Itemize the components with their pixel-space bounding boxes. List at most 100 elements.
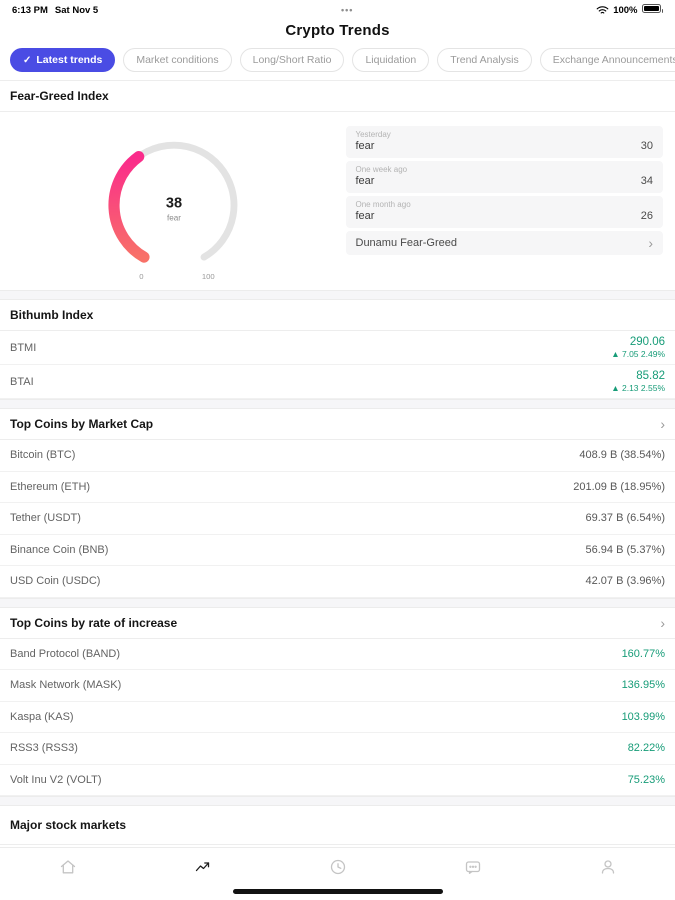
filter-chips: ✓ Latest trends Market conditions Long/S…	[0, 44, 675, 80]
coin-row-bnb[interactable]: Binance Coin (BNB) 56.94 B (5.37%)	[0, 535, 675, 566]
chip-label: Long/Short Ratio	[252, 54, 332, 66]
coin-name: Ethereum (ETH)	[10, 480, 91, 493]
chip-market-conditions[interactable]: Market conditions	[123, 48, 232, 72]
coin-row-eth[interactable]: Ethereum (ETH) 201.09 B (18.95%)	[0, 472, 675, 503]
tab-history[interactable]	[270, 848, 405, 900]
wifi-icon	[596, 6, 609, 14]
fear-greed-header: Fear-Greed Index	[0, 81, 675, 112]
coin-change: 75.23%	[627, 773, 665, 786]
fear-greed-history: Yesterday fear 30 One week ago fear 34 O…	[338, 122, 666, 276]
market-cap-section: Top Coins by Market Cap › Bitcoin (BTC) …	[0, 409, 675, 598]
index-value: 85.82	[636, 370, 665, 382]
gauge-value: 38	[166, 196, 182, 212]
bottom-tab-bar	[0, 847, 675, 900]
market-cap-header[interactable]: Top Coins by Market Cap ›	[0, 409, 675, 440]
battery-icon	[641, 4, 663, 16]
stock-markets-header: Major stock markets	[0, 806, 675, 845]
user-icon	[601, 860, 614, 874]
coin-name: Tether (USDT)	[10, 512, 81, 525]
coin-row-mask[interactable]: Mask Network (MASK) 136.95%	[0, 670, 675, 702]
chevron-right-icon: ›	[660, 614, 665, 631]
coin-change: 82.22%	[627, 742, 665, 755]
history-value: 30	[640, 140, 653, 152]
coin-change: 136.95%	[621, 679, 665, 692]
section-divider	[0, 290, 675, 300]
fear-greed-content: 38 fear 0 100 Yesterday fear 30 One week…	[0, 112, 675, 290]
chip-trend-analysis[interactable]: Trend Analysis	[437, 48, 532, 72]
home-icon	[60, 860, 75, 874]
coin-row-kas[interactable]: Kaspa (KAS) 103.99%	[0, 702, 675, 733]
chip-label: Market conditions	[136, 54, 219, 66]
status-date: Sat Nov 5	[54, 4, 99, 16]
chip-long-short-ratio[interactable]: Long/Short Ratio	[239, 48, 345, 72]
chip-exchange-announcements[interactable]: Exchange Announcements	[539, 48, 675, 72]
history-card-yesterday: Yesterday fear 30	[345, 126, 663, 158]
status-bar: 6:13 PM Sat Nov 5 ••• 100%	[0, 0, 675, 20]
chip-liquidation[interactable]: Liquidation	[352, 48, 430, 72]
bithumb-row-btmi[interactable]: BTMI 290.06 ▲ 7.05 2.49%	[0, 331, 675, 365]
tab-chat[interactable]	[405, 848, 540, 900]
tab-profile[interactable]	[540, 848, 675, 900]
history-label: fear	[355, 140, 375, 152]
section-title: Fear-Greed Index	[10, 89, 109, 103]
home-indicator-handle[interactable]	[232, 889, 443, 894]
history-card-one-week: One week ago fear 34	[345, 161, 663, 193]
coin-name: Mask Network (MASK)	[10, 679, 122, 692]
coin-value: 201.09 B (18.95%)	[573, 480, 665, 493]
coin-row-usdt[interactable]: Tether (USDT) 69.37 B (6.54%)	[0, 503, 675, 535]
chip-label: Trend Analysis	[450, 54, 519, 66]
history-period: One month ago	[355, 200, 411, 209]
tab-home[interactable]	[0, 848, 135, 900]
coin-name: RSS3 (RSS3)	[10, 742, 78, 755]
coin-value: 56.94 B (5.37%)	[585, 543, 666, 556]
history-value: 26	[640, 210, 653, 222]
index-change: ▲ 2.13 2.55%	[611, 383, 665, 393]
gauge-label: fear	[167, 214, 181, 223]
index-value: 290.06	[629, 336, 665, 348]
history-period: Yesterday	[355, 130, 391, 139]
coin-row-usdc[interactable]: USD Coin (USDC) 42.07 B (3.96%)	[0, 566, 675, 598]
coin-name: Band Protocol (BAND)	[10, 647, 121, 660]
coin-value: 42.07 B (3.96%)	[585, 575, 666, 588]
gauge-fill-arc	[108, 151, 150, 263]
section-divider	[0, 597, 675, 608]
bithumb-section: Bithumb Index BTMI 290.06 ▲ 7.05 2.49% B…	[0, 300, 675, 399]
dunamu-fear-greed-link[interactable]: Dunamu Fear-Greed ›	[345, 231, 663, 255]
coin-row-btc[interactable]: Bitcoin (BTC) 408.9 B (38.54%)	[0, 440, 675, 472]
chat-icon	[465, 861, 480, 874]
history-period: One week ago	[355, 165, 408, 174]
coin-name: Kaspa (KAS)	[10, 710, 74, 723]
coin-row-band[interactable]: Band Protocol (BAND) 160.77%	[0, 639, 675, 670]
chip-latest-trends[interactable]: ✓ Latest trends	[10, 48, 116, 72]
coin-row-volt[interactable]: Volt Inu V2 (VOLT) 75.23%	[0, 765, 675, 796]
tab-trends[interactable]	[135, 848, 270, 900]
gauge-max-label: 100	[202, 272, 215, 281]
history-value: 34	[640, 175, 653, 187]
fear-greed-section: Fear-Greed Index 38 fear 0 100	[0, 80, 675, 290]
check-icon: ✓	[23, 54, 32, 66]
coin-name: Bitcoin (BTC)	[10, 449, 76, 462]
coin-name: Binance Coin (BNB)	[10, 543, 109, 556]
history-label: fear	[355, 210, 375, 222]
stock-markets-section: Major stock markets	[0, 806, 675, 845]
section-divider	[0, 399, 675, 409]
chip-label: Liquidation	[365, 54, 417, 66]
rate-increase-header[interactable]: Top Coins by rate of increase ›	[0, 608, 675, 639]
page-title: Crypto Trends	[285, 22, 390, 39]
coin-value: 69.37 B (6.54%)	[585, 512, 666, 525]
history-card-one-month: One month ago fear 26	[345, 196, 663, 228]
coin-row-rss3[interactable]: RSS3 (RSS3) 82.22%	[0, 733, 675, 765]
coin-change: 160.77%	[621, 647, 665, 660]
coin-name: Volt Inu V2 (VOLT)	[10, 773, 102, 786]
bithumb-row-btai[interactable]: BTAI 85.82 ▲ 2.13 2.55%	[0, 365, 675, 399]
coin-value: 408.9 B (38.54%)	[579, 449, 665, 462]
clock-icon	[330, 859, 345, 875]
rate-increase-section: Top Coins by rate of increase › Band Pro…	[0, 608, 675, 796]
chip-label: Latest trends	[36, 54, 103, 66]
gauge-min-label: 0	[139, 272, 143, 281]
link-label: Dunamu Fear-Greed	[355, 237, 458, 249]
chevron-right-icon: ›	[648, 235, 653, 251]
battery-percent: 100%	[613, 4, 638, 16]
section-divider	[0, 796, 675, 806]
